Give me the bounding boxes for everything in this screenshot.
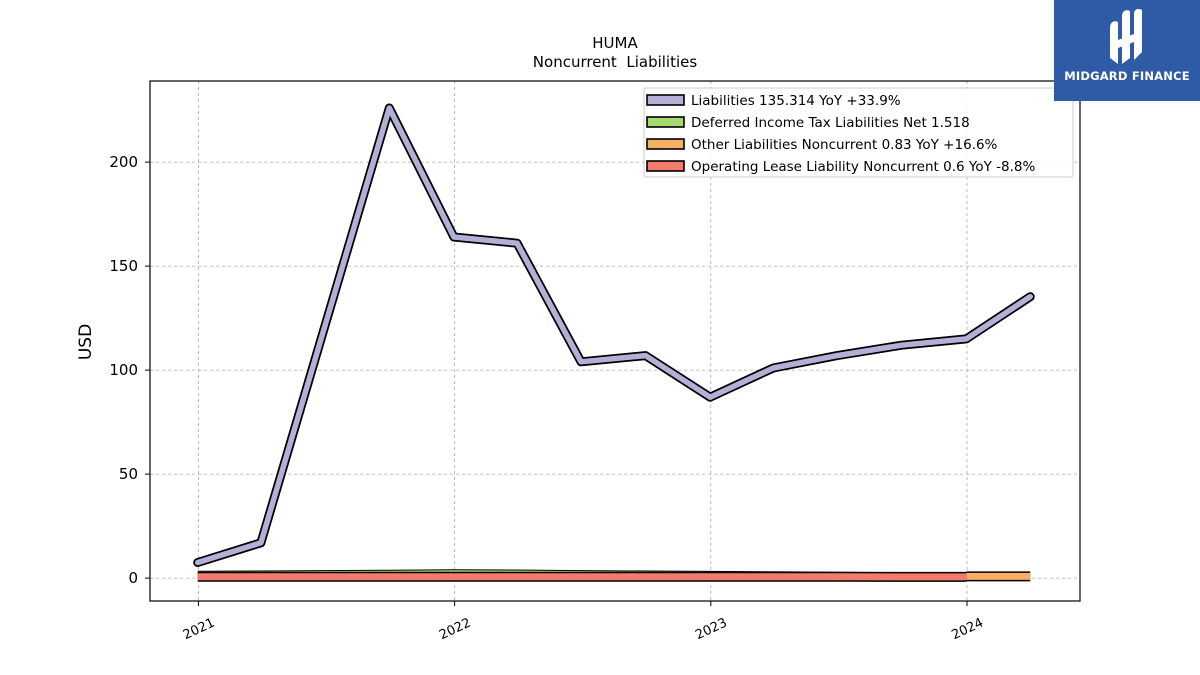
y-tick-label: 100	[109, 361, 138, 379]
legend-swatch	[646, 94, 685, 106]
legend: Liabilities 135.314 YoY +33.9% Deferred I…	[643, 87, 1074, 178]
y-axis-label: USD	[76, 324, 96, 360]
axis-ticks: 0 50 100 150 200 2021 2022 2023 2024	[109, 153, 985, 643]
x-tick-label: 2024	[949, 616, 985, 644]
series-line-liabilities	[194, 105, 1033, 566]
chart-title: HUMA	[592, 34, 638, 52]
x-tick-label: 2021	[181, 616, 217, 644]
midgard-h-logo-icon	[1110, 9, 1142, 64]
plot-frame	[149, 80, 1081, 602]
legend-label: Deferred Income Tax Liabilities Net 1.51…	[691, 115, 970, 131]
y-tick-label: 50	[119, 465, 138, 483]
legend-label: Operating Lease Liability Noncurrent 0.6…	[691, 159, 1035, 175]
legend-swatch	[646, 138, 685, 150]
y-tick-label: 0	[128, 569, 138, 587]
y-tick-label: 200	[109, 153, 138, 171]
legend-swatch	[646, 160, 685, 172]
legend-swatch	[646, 116, 685, 128]
series-layer	[193, 103, 1035, 582]
legend-label: Liabilities 135.314 YoY +33.9%	[691, 93, 901, 109]
chart-subtitle: Noncurrent Liabilities	[533, 53, 698, 71]
x-tick-label: 2022	[437, 616, 473, 644]
y-tick-label: 150	[109, 257, 138, 275]
x-tick-label: 2023	[693, 616, 729, 644]
legend-label: Other Liabilities Noncurrent 0.83 YoY +1…	[691, 137, 998, 153]
brand-name: MIDGARD FINANCE	[1064, 69, 1190, 83]
legend-box	[643, 87, 1074, 178]
midgard-finance-logo: MIDGARD FINANCE	[1054, 0, 1200, 101]
